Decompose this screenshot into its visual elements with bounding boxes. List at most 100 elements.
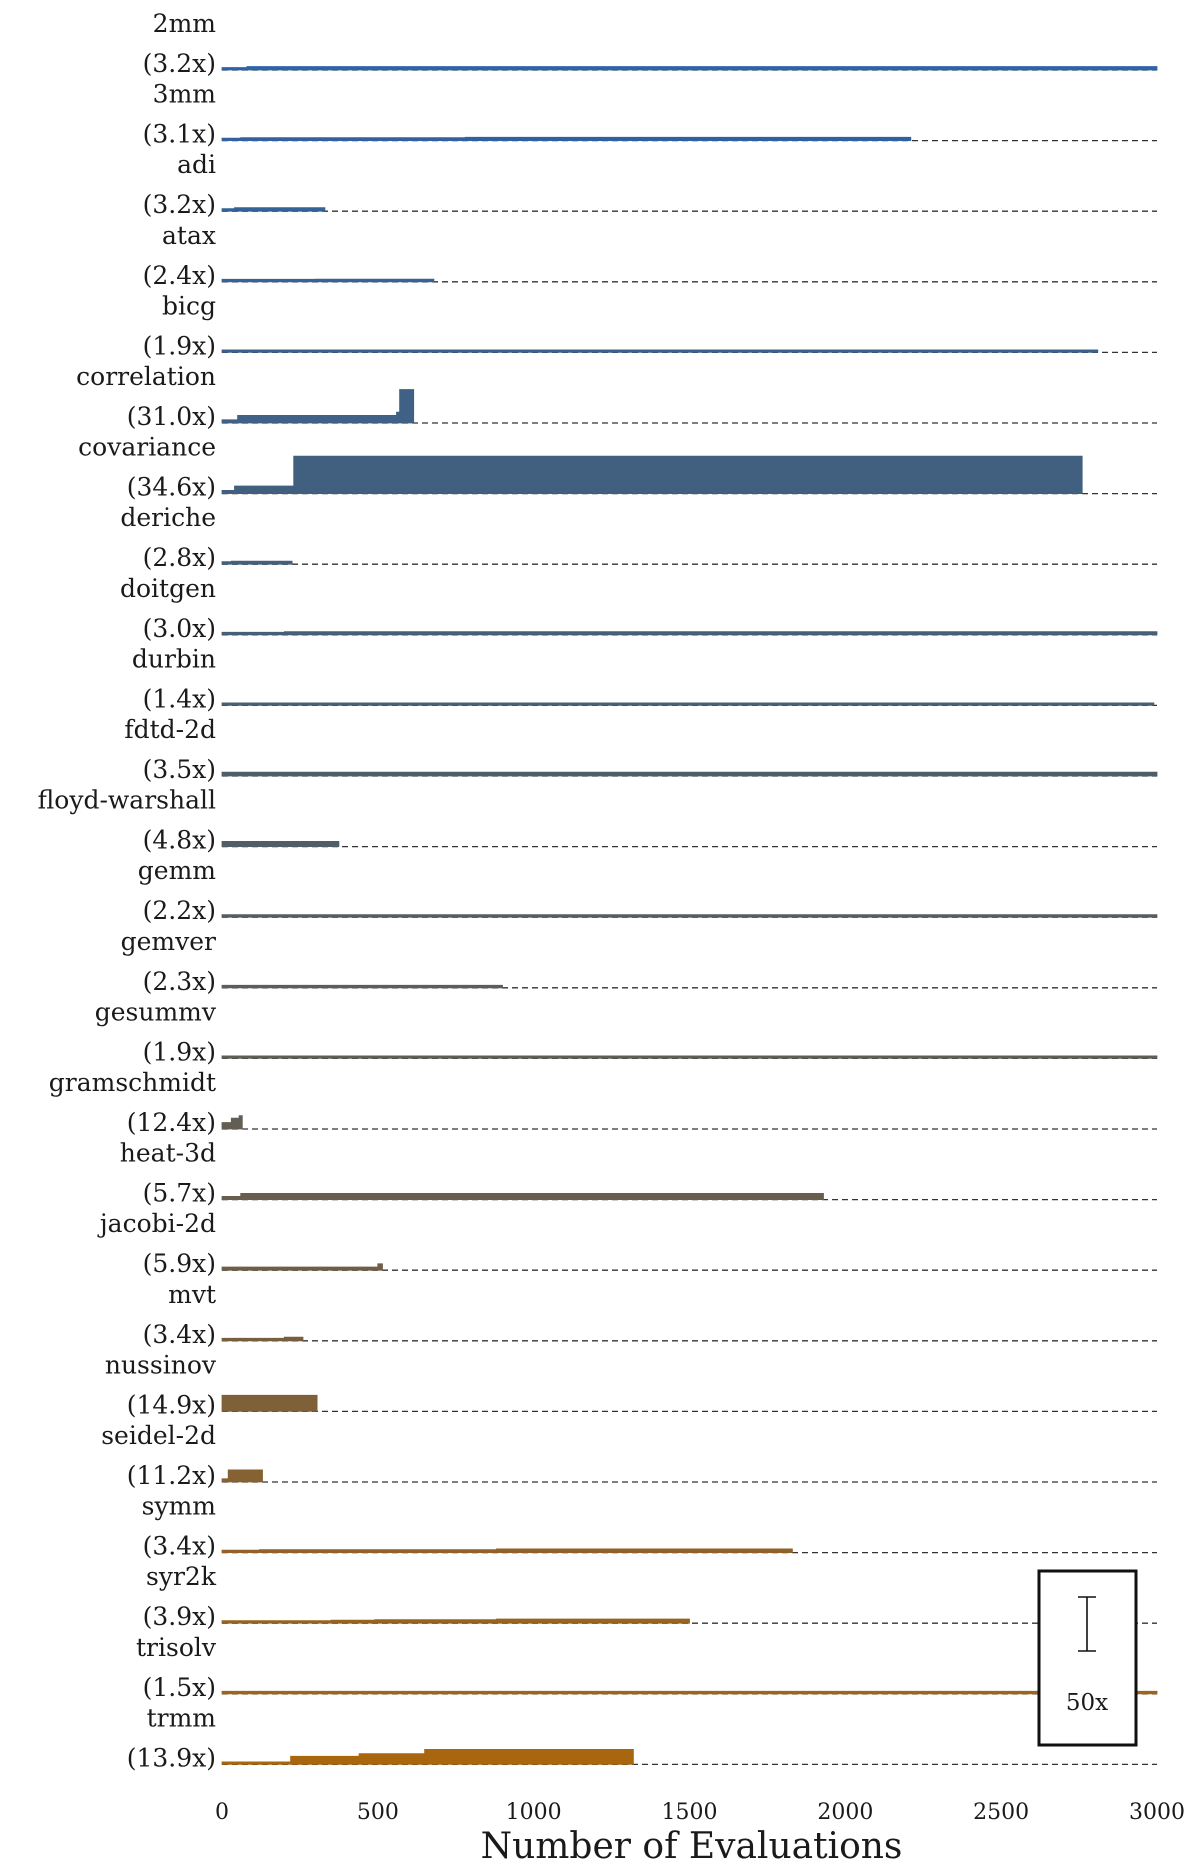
speedup-area-doitgen xyxy=(221,631,1158,636)
benchmark-label-trmm: trmm xyxy=(147,1703,217,1732)
speedup-area-2mm xyxy=(221,66,1158,71)
speedup-area-trmm xyxy=(221,1749,634,1765)
speedup-area-syr2k xyxy=(221,1618,690,1624)
series-row-jacobi-2d: jacobi-2d (5.9x) xyxy=(97,1209,1157,1278)
speedup-area-trisolv xyxy=(221,1690,1158,1695)
x-axis: 0 500 1000 1500 2000 2500 3000 Number of Evalua… xyxy=(215,1800,1185,1860)
speedup-area-gesummv xyxy=(221,1055,1158,1059)
speedup-label-deriche: (2.8x) xyxy=(143,543,216,572)
series-row-doitgen: doitgen (3.0x) xyxy=(120,574,1158,643)
speedup-area-gramschmidt xyxy=(221,1115,243,1130)
benchmark-label-gemver: gemver xyxy=(121,927,216,956)
speedup-area-3mm xyxy=(221,136,912,141)
series-row-gramschmidt: gramschmidt (12.4x) xyxy=(49,1068,1157,1137)
series-row-adi: adi (3.2x) xyxy=(143,150,1157,219)
benchmark-label-symm: symm xyxy=(142,1492,217,1521)
series-row-seidel-2d: seidel-2d (11.2x) xyxy=(101,1421,1157,1490)
series-row-mvt: mvt (3.4x) xyxy=(143,1280,1157,1349)
speedup-label-gramschmidt: (12.4x) xyxy=(127,1108,216,1137)
x-tick-label-2500: 2500 xyxy=(973,1800,1029,1825)
speedup-area-adi xyxy=(221,207,326,212)
series-row-durbin: durbin (1.4x) xyxy=(132,644,1157,713)
series-row-syr2k: syr2k (3.9x) xyxy=(143,1562,1157,1631)
benchmark-label-nussinov: nussinov xyxy=(105,1350,217,1379)
benchmark-label-floyd-warshall: floyd-warshall xyxy=(38,786,216,815)
speedup-label-covariance: (34.6x) xyxy=(127,473,216,502)
speedup-area-gemver xyxy=(221,984,503,989)
speedup-label-gemver: (2.3x) xyxy=(143,967,216,996)
speedup-area-bicg xyxy=(221,349,1099,353)
x-axis-title: Number of Evaluations xyxy=(481,1826,903,1860)
benchmark-label-mvt: mvt xyxy=(168,1280,216,1309)
series-row-gemm: gemm (2.2x) xyxy=(138,856,1158,925)
speedup-label-3mm: (3.1x) xyxy=(143,120,216,149)
rows-layer: 2mm(3.2x)3mm(3.1x)adi(3.2x)atax(2.4x)bic… xyxy=(38,9,1158,1772)
series-row-covariance: covariance (34.6x) xyxy=(78,433,1157,502)
speedup-area-heat-3d xyxy=(221,1193,824,1200)
benchmark-label-atax: atax xyxy=(162,221,216,250)
series-row-2mm: 2mm (3.2x) xyxy=(143,9,1158,78)
benchmark-label-2mm: 2mm xyxy=(153,9,217,38)
series-row-trisolv: trisolv (1.5x) xyxy=(136,1633,1158,1702)
benchmark-label-deriche: deriche xyxy=(120,503,216,532)
benchmark-label-fdtd-2d: fdtd-2d xyxy=(124,715,216,744)
speedup-label-2mm: (3.2x) xyxy=(143,49,216,78)
speedup-area-mvt xyxy=(221,1336,304,1342)
x-tick-label-2000: 2000 xyxy=(817,1800,873,1825)
speedup-label-fdtd-2d: (3.5x) xyxy=(143,755,216,784)
series-row-deriche: deriche (2.8x) xyxy=(120,503,1157,572)
series-row-3mm: 3mm (3.1x) xyxy=(143,80,1157,149)
speedup-label-trmm: (13.9x) xyxy=(127,1743,216,1772)
series-row-fdtd-2d: fdtd-2d (3.5x) xyxy=(124,715,1158,784)
series-row-trmm: trmm (13.9x) xyxy=(127,1703,1157,1772)
benchmark-label-3mm: 3mm xyxy=(153,80,217,109)
series-row-bicg: bicg (1.9x) xyxy=(143,291,1157,360)
series-row-heat-3d: heat-3d (5.7x) xyxy=(120,1139,1157,1208)
speedup-label-trisolv: (1.5x) xyxy=(143,1673,216,1702)
speedup-area-deriche xyxy=(221,560,293,565)
speedup-label-seidel-2d: (11.2x) xyxy=(127,1461,216,1490)
speedup-area-covariance xyxy=(221,455,1083,494)
series-row-atax: atax (2.4x) xyxy=(143,221,1157,290)
speedup-area-nussinov xyxy=(221,1394,318,1412)
speedup-label-jacobi-2d: (5.9x) xyxy=(143,1249,216,1278)
speedup-label-adi: (3.2x) xyxy=(143,190,216,219)
x-tick-label-1000: 1000 xyxy=(506,1800,562,1825)
series-row-correlation: correlation (31.0x) xyxy=(76,362,1157,431)
speedup-label-mvt: (3.4x) xyxy=(143,1320,216,1349)
benchmark-label-jacobi-2d: jacobi-2d xyxy=(97,1209,216,1238)
benchmark-label-gesummv: gesummv xyxy=(95,997,217,1026)
speedup-area-jacobi-2d xyxy=(221,1263,383,1271)
speedup-label-gemm: (2.2x) xyxy=(143,896,216,925)
speedup-label-symm: (3.4x) xyxy=(143,1532,216,1561)
speedup-area-correlation xyxy=(221,389,415,424)
benchmark-label-gramschmidt: gramschmidt xyxy=(49,1068,216,1097)
series-row-nussinov: nussinov (14.9x) xyxy=(105,1350,1157,1419)
benchmark-label-durbin: durbin xyxy=(132,644,216,673)
benchmark-label-seidel-2d: seidel-2d xyxy=(101,1421,216,1450)
speedup-area-floyd-warshall xyxy=(221,841,340,847)
speedup-label-durbin: (1.4x) xyxy=(143,684,216,713)
x-tick-label-0: 0 xyxy=(215,1800,229,1825)
x-tick-label-1500: 1500 xyxy=(662,1800,718,1825)
benchmark-label-gemm: gemm xyxy=(138,856,217,885)
speedup-label-correlation: (31.0x) xyxy=(127,402,216,431)
series-row-gesummv: gesummv (1.9x) xyxy=(95,997,1158,1066)
speedup-area-symm xyxy=(221,1548,793,1553)
speedup-label-floyd-warshall: (4.8x) xyxy=(143,826,216,855)
speedup-label-gesummv: (1.9x) xyxy=(143,1037,216,1066)
scale-bar-label: 50x xyxy=(1066,1690,1108,1716)
series-row-symm: symm (3.4x) xyxy=(142,1492,1157,1561)
x-tick-label-3000: 3000 xyxy=(1129,1800,1185,1825)
benchmark-label-trisolv: trisolv xyxy=(136,1633,217,1662)
speedup-area-durbin xyxy=(221,702,1155,706)
speedup-area-atax xyxy=(221,278,435,283)
benchmark-label-syr2k: syr2k xyxy=(146,1562,217,1591)
speedup-area-fdtd-2d xyxy=(221,771,1158,777)
speedup-label-doitgen: (3.0x) xyxy=(143,614,216,643)
speedup-label-bicg: (1.9x) xyxy=(143,331,216,360)
benchmark-label-covariance: covariance xyxy=(78,433,216,462)
series-row-gemver: gemver (2.3x) xyxy=(121,927,1157,996)
